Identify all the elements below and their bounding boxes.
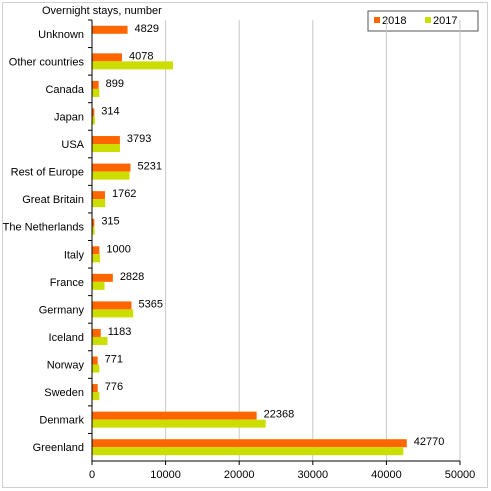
data-label-norway: 771 bbox=[105, 354, 123, 366]
bar-2017-germany bbox=[92, 309, 134, 318]
bar-2018-japan bbox=[92, 108, 95, 117]
data-label-japan: 314 bbox=[101, 105, 119, 117]
x-tick-label: 40000 bbox=[371, 469, 402, 481]
category-label-germany: Germany bbox=[39, 304, 85, 316]
bar-2018-italy bbox=[92, 246, 100, 255]
bar-2017-the-netherlands bbox=[92, 226, 95, 235]
data-label-usa: 3793 bbox=[127, 133, 151, 145]
category-label-japan: Japan bbox=[54, 111, 84, 123]
gridlines bbox=[165, 20, 461, 461]
data-label-iceland: 1183 bbox=[108, 326, 132, 338]
bar-2018-iceland bbox=[92, 328, 101, 337]
bar-2018-canada bbox=[92, 80, 99, 89]
data-label-unknown: 4829 bbox=[135, 23, 159, 35]
bar-2017-iceland bbox=[92, 336, 108, 345]
bar-2018-rest-of-europe bbox=[92, 163, 131, 172]
chart-title: Overnight stays, number bbox=[42, 5, 162, 17]
legend-swatch-2017 bbox=[425, 17, 431, 23]
bar-2017-canada bbox=[92, 88, 100, 97]
bar-2017-great-britain bbox=[92, 199, 106, 208]
data-label-the-netherlands: 315 bbox=[101, 216, 119, 228]
bar-2018-sweden bbox=[92, 384, 98, 393]
data-labels: 4829 4078 899 314 3793 5231 1762 315 1000 2828 536… bbox=[101, 23, 444, 448]
x-tick-label: 30000 bbox=[298, 469, 329, 481]
category-label-canada: Canada bbox=[45, 84, 84, 96]
chart-frame bbox=[2, 2, 488, 488]
category-label-the-netherlands: The Netherlands bbox=[3, 222, 85, 234]
category-label-norway: Norway bbox=[47, 360, 85, 372]
category-label-iceland: Iceland bbox=[49, 332, 84, 344]
chart-legend: 2018 2017 bbox=[367, 10, 479, 32]
bar-2018-other-countries bbox=[92, 53, 123, 62]
data-label-other-countries: 4078 bbox=[129, 50, 153, 62]
category-label-usa: USA bbox=[61, 139, 84, 151]
data-label-canada: 899 bbox=[106, 78, 124, 90]
bars bbox=[92, 25, 407, 456]
bar-2018-usa bbox=[92, 136, 120, 145]
bar-2017-denmark bbox=[92, 419, 266, 428]
category-label-unknown: Unknown bbox=[38, 29, 84, 41]
data-label-rest-of-europe: 5231 bbox=[138, 161, 162, 173]
data-label-italy: 1000 bbox=[106, 243, 130, 255]
bar-2017-italy bbox=[92, 254, 101, 263]
legend-box bbox=[367, 10, 479, 32]
category-label-greenland: Greenland bbox=[33, 442, 84, 454]
x-tick-label: 10000 bbox=[150, 469, 181, 481]
bar-2017-other-countries bbox=[92, 61, 173, 70]
bar-2018-great-britain bbox=[92, 191, 105, 200]
bar-2018-greenland bbox=[92, 439, 407, 448]
category-label-other-countries: Other countries bbox=[9, 56, 85, 68]
x-tick-label: 0 bbox=[89, 469, 95, 481]
category-label-great-britain: Great Britain bbox=[22, 194, 84, 206]
legend-label-2018: 2018 bbox=[382, 15, 406, 27]
data-label-greenland: 42770 bbox=[414, 436, 445, 448]
category-label-france: France bbox=[50, 277, 84, 289]
x-tick-labels: 0 10000 20000 30000 40000 50000 bbox=[89, 461, 475, 481]
legend-label-2017: 2017 bbox=[433, 15, 457, 27]
x-tick-label: 20000 bbox=[224, 469, 255, 481]
bar-2018-norway bbox=[92, 356, 98, 365]
bar-2017-france bbox=[92, 281, 105, 290]
bar-2018-france bbox=[92, 273, 113, 282]
category-label-denmark: Denmark bbox=[39, 415, 84, 427]
category-label-italy: Italy bbox=[64, 249, 85, 261]
data-label-germany: 5365 bbox=[138, 298, 162, 310]
x-tick-label: 50000 bbox=[445, 469, 476, 481]
bar-2018-unknown bbox=[92, 25, 128, 34]
bar-2018-germany bbox=[92, 301, 132, 310]
data-label-denmark: 22368 bbox=[264, 409, 295, 421]
bar-2017-norway bbox=[92, 364, 100, 373]
bar-2018-denmark bbox=[92, 411, 257, 420]
bar-2017-japan bbox=[92, 116, 95, 125]
bar-2017-greenland bbox=[92, 447, 404, 456]
data-label-sweden: 776 bbox=[105, 381, 123, 393]
bar-2017-rest-of-europe bbox=[92, 171, 130, 180]
category-label-rest-of-europe: Rest of Europe bbox=[11, 167, 84, 179]
data-label-france: 2828 bbox=[120, 271, 144, 283]
data-label-great-britain: 1762 bbox=[112, 188, 136, 200]
category-labels: Unknown Other countries Canada Japan USA Rest… bbox=[3, 19, 92, 454]
bar-2017-usa bbox=[92, 144, 120, 153]
category-label-sweden: Sweden bbox=[44, 387, 84, 399]
bar-2018-the-netherlands bbox=[92, 218, 95, 227]
legend-swatch-2018 bbox=[374, 17, 380, 23]
bar-2017-sweden bbox=[92, 392, 100, 401]
